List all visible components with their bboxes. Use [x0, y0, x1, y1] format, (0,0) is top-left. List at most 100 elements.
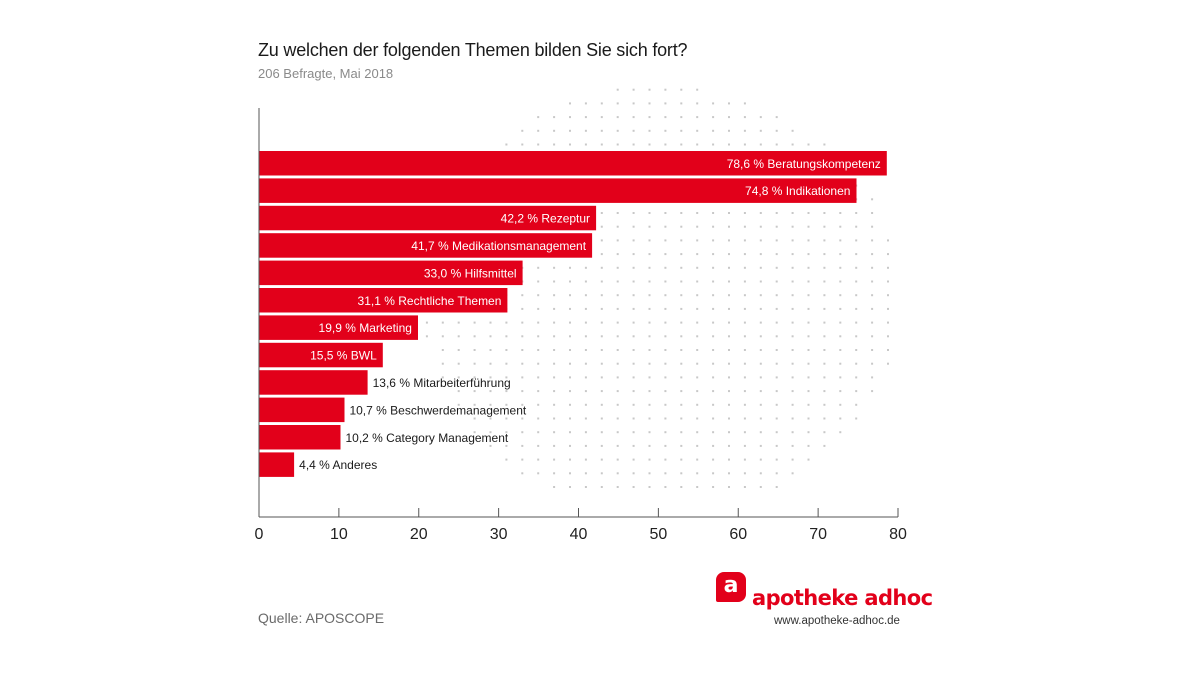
pattern-dot [680, 431, 683, 434]
pattern-dot [537, 431, 540, 434]
pattern-dot [616, 335, 619, 338]
pattern-dot [473, 349, 476, 351]
pattern-dot [584, 102, 587, 105]
pattern-dot [871, 239, 874, 242]
pattern-dot [775, 253, 778, 256]
pattern-dot [791, 472, 794, 475]
pattern-dot [489, 321, 492, 324]
pattern-dot [823, 444, 826, 447]
pattern-dot [616, 225, 619, 228]
pattern-dot [855, 253, 858, 256]
pattern-dot [759, 362, 762, 365]
pattern-dot [600, 431, 603, 434]
pattern-dot [855, 321, 858, 324]
pattern-dot [807, 253, 810, 256]
pattern-dot [664, 431, 667, 434]
pattern-dot [839, 239, 842, 242]
pattern-dot [521, 321, 524, 324]
pattern-dot [775, 417, 778, 420]
pattern-dot [648, 266, 651, 269]
pattern-dot [553, 294, 556, 297]
pattern-dot [871, 198, 874, 201]
pattern-dot [823, 362, 826, 365]
bar-label: 13,6 % Mitarbeiterführung [373, 376, 511, 390]
pattern-dot [775, 129, 778, 132]
pattern-dot [584, 444, 587, 447]
pattern-dot [680, 472, 683, 475]
pattern-dot [632, 403, 635, 406]
pattern-dot [712, 417, 715, 420]
pattern-dot [584, 294, 587, 297]
pattern-dot [743, 102, 746, 105]
pattern-dot [759, 417, 762, 420]
pattern-dot [871, 307, 874, 310]
pattern-dot [887, 335, 889, 338]
pattern-dot [537, 335, 540, 338]
pattern-dot [680, 321, 683, 324]
pattern-dot [569, 321, 571, 324]
pattern-dot [855, 362, 858, 365]
pattern-dot [616, 486, 619, 488]
pattern-dot [521, 417, 524, 420]
pattern-dot [712, 129, 715, 132]
pattern-dot [839, 376, 842, 379]
pattern-dot [616, 444, 619, 447]
pattern-dot [807, 212, 810, 214]
pattern-dot [728, 143, 730, 146]
pattern-dot [537, 403, 540, 406]
pattern-dot [441, 321, 444, 324]
pattern-dot [680, 307, 683, 310]
pattern-dot [791, 321, 794, 324]
pattern-dot [537, 116, 540, 119]
pattern-dot [632, 102, 635, 105]
pattern-dot [537, 472, 540, 475]
pattern-dot [616, 376, 619, 379]
pattern-dot [457, 349, 460, 351]
pattern-dot [712, 458, 715, 461]
pattern-dot [855, 266, 858, 269]
pattern-dot [616, 129, 619, 132]
pattern-dot [648, 321, 651, 324]
pattern-dot [441, 376, 444, 379]
pattern-dot [791, 376, 794, 379]
pattern-dot [696, 417, 699, 420]
pattern-dot [553, 280, 556, 283]
pattern-dot [553, 486, 556, 488]
pattern-dot [680, 143, 683, 146]
pattern-dot [632, 321, 635, 324]
pattern-dot [775, 390, 778, 393]
pattern-dot [616, 280, 619, 283]
pattern-dot [600, 294, 603, 297]
pattern-dot [505, 143, 508, 146]
pattern-dot [664, 143, 667, 146]
pattern-dot [839, 403, 842, 406]
pattern-dot [600, 280, 603, 283]
pattern-dot [871, 390, 874, 393]
pattern-dot [616, 390, 619, 393]
pattern-dot [712, 349, 715, 351]
pattern-dot [680, 376, 683, 379]
pattern-dot [839, 390, 842, 393]
pattern-dot [537, 417, 540, 420]
pattern-dot [569, 390, 571, 393]
pattern-dot [648, 143, 651, 146]
pattern-dot [855, 212, 858, 214]
pattern-dot [775, 143, 778, 146]
pattern-dot [839, 266, 842, 269]
pattern-dot [855, 349, 858, 351]
pattern-dot [600, 335, 603, 338]
pattern-dot [616, 253, 619, 256]
pattern-dot [712, 403, 715, 406]
pattern-dot [887, 321, 889, 324]
pattern-dot [537, 266, 540, 269]
pattern-dot [823, 376, 826, 379]
pattern-dot [712, 280, 715, 283]
pattern-dot [743, 280, 746, 283]
pattern-dot [839, 349, 842, 351]
pattern-dot [712, 266, 715, 269]
pattern-dot [489, 431, 492, 434]
pattern-dot [584, 417, 587, 420]
pattern-dot [823, 294, 826, 297]
pattern-dot [887, 349, 889, 351]
pattern-dot [696, 321, 699, 324]
